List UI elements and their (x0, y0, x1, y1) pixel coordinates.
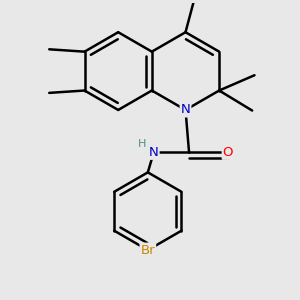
Text: N: N (181, 103, 190, 116)
Text: N: N (149, 146, 159, 159)
Text: O: O (223, 146, 233, 159)
Text: H: H (138, 139, 146, 149)
Text: Br: Br (140, 244, 155, 256)
